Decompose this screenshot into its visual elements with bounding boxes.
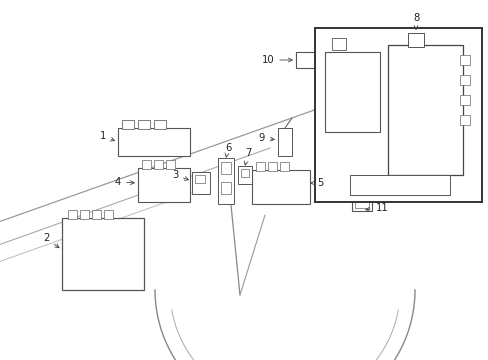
Bar — [154, 120, 165, 129]
Bar — [122, 120, 134, 129]
Bar — [459, 75, 469, 85]
Bar — [331, 38, 346, 50]
Bar — [138, 168, 190, 202]
Text: 11: 11 — [365, 203, 387, 213]
Bar — [138, 120, 150, 129]
Bar — [92, 210, 101, 219]
Text: 10: 10 — [261, 55, 292, 65]
Text: 8: 8 — [412, 13, 418, 29]
Bar — [251, 170, 309, 204]
Text: 4: 4 — [115, 177, 134, 187]
Bar — [354, 188, 368, 196]
Bar — [241, 169, 248, 177]
Text: 1: 1 — [100, 131, 114, 141]
Bar — [267, 162, 276, 171]
Bar — [459, 95, 469, 105]
Text: 2: 2 — [43, 233, 59, 248]
Bar — [118, 128, 190, 156]
Text: 7: 7 — [244, 148, 251, 165]
Bar — [351, 185, 371, 211]
Text: 5: 5 — [310, 178, 323, 188]
Bar — [221, 182, 230, 194]
Bar — [195, 175, 204, 183]
Bar — [256, 162, 264, 171]
Bar — [314, 28, 481, 202]
Bar — [317, 48, 327, 70]
Text: 9: 9 — [258, 133, 274, 143]
Text: 6: 6 — [224, 143, 231, 157]
Bar — [142, 160, 151, 169]
Bar — [280, 162, 288, 171]
Bar — [407, 33, 423, 47]
Bar — [80, 210, 89, 219]
Bar — [295, 52, 324, 68]
Bar — [218, 158, 234, 204]
Bar — [354, 200, 368, 208]
Bar — [387, 45, 462, 175]
Bar — [62, 218, 143, 290]
Bar — [68, 210, 77, 219]
Bar — [192, 172, 209, 194]
Bar — [459, 115, 469, 125]
Bar — [349, 175, 449, 195]
Text: 3: 3 — [171, 170, 188, 180]
Bar — [325, 52, 379, 132]
Bar — [154, 160, 163, 169]
Bar — [278, 128, 291, 156]
Bar — [104, 210, 113, 219]
Bar — [221, 162, 230, 174]
Bar — [165, 160, 175, 169]
Bar — [238, 166, 251, 184]
Bar — [459, 55, 469, 65]
